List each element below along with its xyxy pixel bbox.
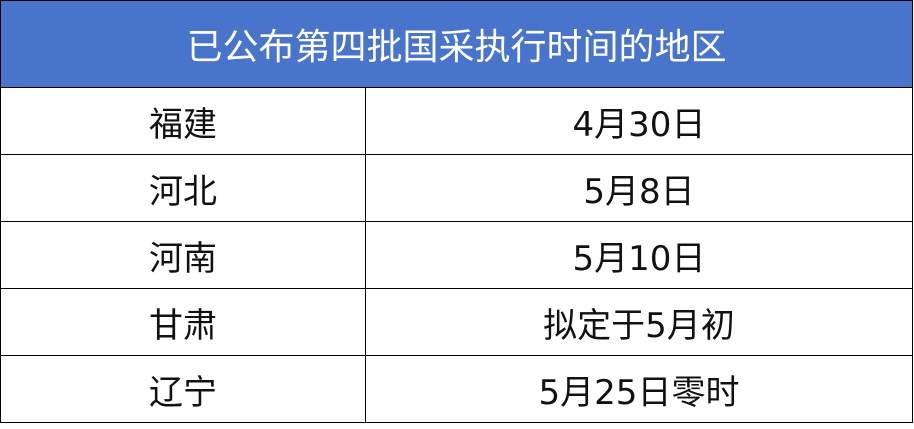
table-row: 甘肃 拟定于5月初 (0, 288, 913, 356)
table-header-row: 已公布第四批国采执行时间的地区 (0, 0, 913, 88)
date-cell: 4月30日 (365, 87, 913, 155)
table-row: 辽宁 5月25日零时 (0, 355, 913, 423)
table-title: 已公布第四批国采执行时间的地区 (0, 0, 913, 88)
region-cell: 河南 (0, 221, 366, 289)
table-row: 河南 5月10日 (0, 221, 913, 289)
table-row: 河北 5月8日 (0, 154, 913, 222)
region-cell: 辽宁 (0, 355, 366, 423)
region-cell: 甘肃 (0, 288, 366, 356)
date-cell: 5月10日 (365, 221, 913, 289)
region-cell: 河北 (0, 154, 366, 222)
table-row: 福建 4月30日 (0, 87, 913, 155)
date-cell: 5月25日零时 (365, 355, 913, 423)
date-cell: 拟定于5月初 (365, 288, 913, 356)
region-cell: 福建 (0, 87, 366, 155)
date-cell: 5月8日 (365, 154, 913, 222)
